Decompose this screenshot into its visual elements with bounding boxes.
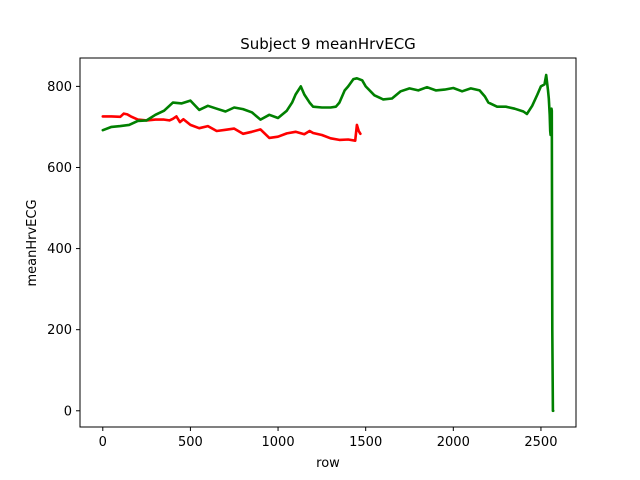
y-tick-label: 600 bbox=[47, 161, 72, 176]
x-tick-label: 1500 bbox=[349, 435, 382, 450]
x-tick-label: 0 bbox=[99, 435, 107, 450]
x-tick-label: 2000 bbox=[437, 435, 470, 450]
x-axis-title: row bbox=[316, 456, 340, 471]
x-tick-label: 500 bbox=[178, 435, 203, 450]
chart-title: Subject 9 meanHrvECG bbox=[240, 35, 416, 53]
y-tick-label: 400 bbox=[47, 242, 72, 257]
y-tick-label: 0 bbox=[64, 404, 72, 419]
x-tick-label: 1000 bbox=[262, 435, 295, 450]
x-tick-label: 2500 bbox=[524, 435, 557, 450]
y-tick-label: 200 bbox=[47, 323, 72, 338]
series-layer bbox=[101, 73, 555, 413]
tick-layer: 0 500 1000 1500 2000 2500 0 200 400 600 800 bbox=[47, 80, 557, 450]
series-line-1 bbox=[101, 112, 362, 142]
plot-area-frame bbox=[79, 57, 577, 428]
y-axis-title: meanHrvECG bbox=[25, 199, 40, 286]
y-tick-label: 800 bbox=[47, 80, 72, 95]
series-line-2 bbox=[101, 73, 555, 413]
